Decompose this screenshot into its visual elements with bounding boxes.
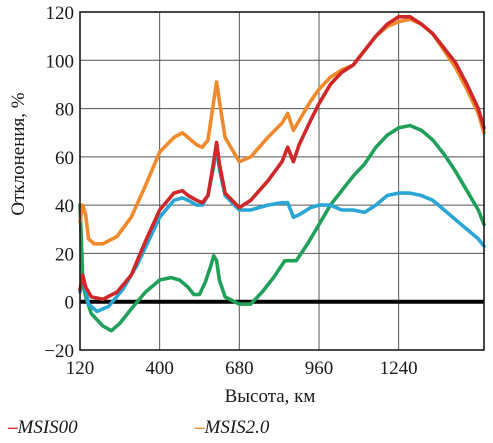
x-tick-label-1: 400: [145, 358, 174, 379]
y-tick-label-6: 100: [46, 51, 75, 72]
x-tick-labels: 120 400 680 960 1240: [66, 358, 418, 379]
legend: –MSIS00 –MSIS2.0: [7, 417, 270, 438]
x-tick-label-4: 1240: [380, 358, 418, 379]
series-line-green: [78, 123, 486, 333]
legend-entry-msis2-0: –MSIS2.0: [194, 417, 270, 438]
y-tick-label-1: 0: [65, 293, 75, 314]
y-tick-label-3: 40: [55, 196, 74, 217]
y-axis-title: Отклонения, %: [8, 92, 29, 215]
legend-entry-msis00: –MSIS00: [7, 417, 78, 438]
series-line-msis00: [78, 15, 486, 302]
series-line-msis2-0: [78, 17, 486, 246]
y-tick-label-5: 80: [55, 100, 74, 121]
y-tick-label-0: −20: [44, 341, 74, 362]
x-tick-label-3: 960: [305, 358, 334, 379]
y-tick-label-7: 120: [46, 3, 75, 24]
series-layer: [78, 15, 486, 333]
y-tick-labels: −20 0 20 40 60 80 100 120: [44, 3, 74, 362]
plot-frame: [79, 11, 485, 351]
x-tick-label-0: 120: [66, 358, 95, 379]
y-tick-label-4: 60: [55, 148, 74, 169]
x-axis-title: Высота, км: [225, 386, 316, 407]
x-tick-label-2: 680: [225, 358, 254, 379]
y-tick-label-2: 20: [55, 244, 74, 265]
